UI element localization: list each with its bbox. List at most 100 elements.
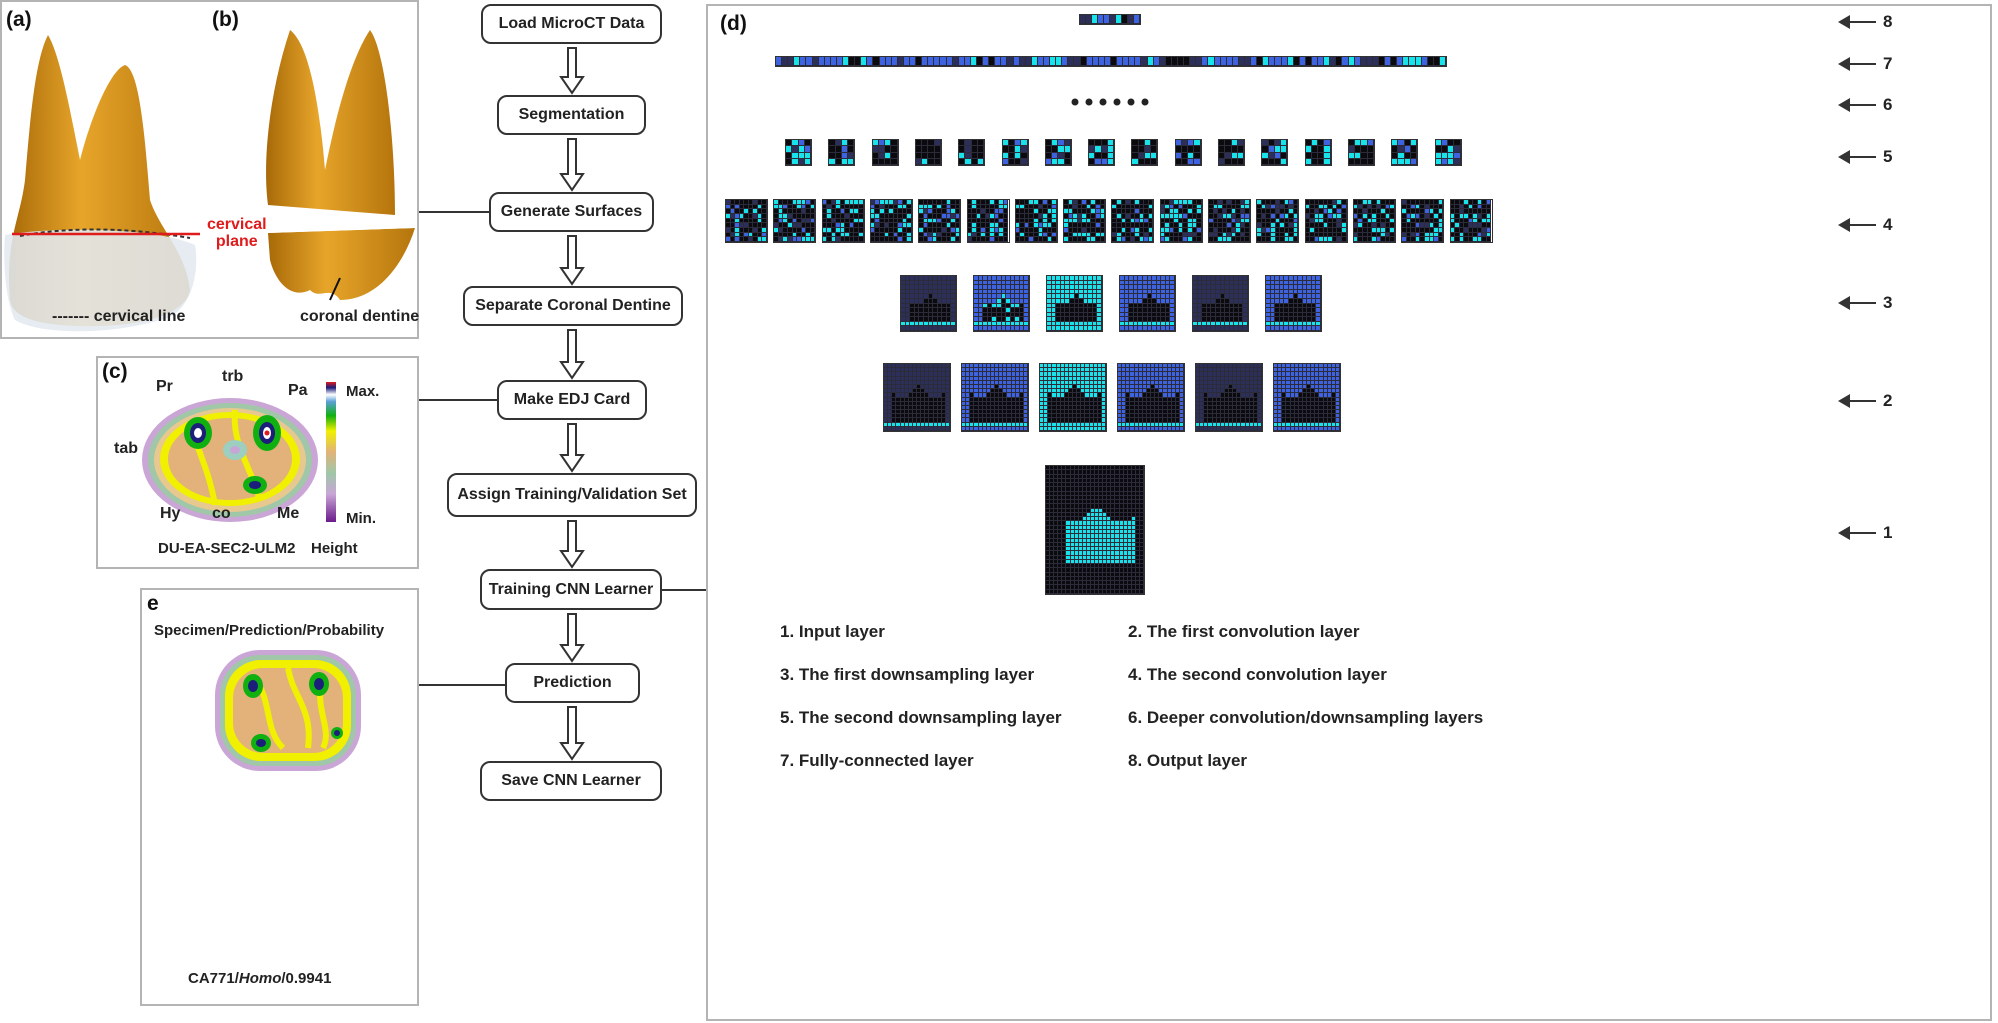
legend-item: 7. Fully-connected layer xyxy=(780,751,974,770)
flow-step-7: Training CNN Learner xyxy=(480,569,662,610)
conv2-map xyxy=(774,200,816,242)
panel-c xyxy=(96,356,419,569)
downsampling2-map xyxy=(1175,140,1201,165)
downsampling1-map xyxy=(1193,276,1248,331)
colorbar-min: Min. xyxy=(346,510,376,527)
legend-item: 2. The first convolution layer xyxy=(1128,622,1360,641)
conv2-map xyxy=(1209,200,1250,242)
panel-e xyxy=(140,588,419,1006)
layer-number: 8 xyxy=(1883,12,1893,31)
panel-d-label: (d) xyxy=(720,12,747,35)
output-layer-vector xyxy=(1080,15,1140,24)
flow-step-4: Separate Coronal Dentine xyxy=(463,286,683,326)
conv2-map xyxy=(1160,200,1202,242)
flow-step-2: Segmentation xyxy=(497,95,646,135)
conv1-map xyxy=(1274,364,1340,431)
layer-arrow-icon xyxy=(1838,98,1876,112)
conv1-map xyxy=(962,364,1028,431)
flow-step-9: Save CNN Learner xyxy=(480,761,662,801)
downsampling2-map xyxy=(1132,140,1158,165)
panel-a-label: (a) xyxy=(6,8,32,31)
downsampling2-map xyxy=(915,140,941,165)
layer-arrow-icon xyxy=(1838,526,1876,540)
downsampling2-map xyxy=(1305,140,1331,165)
downsampling2-map xyxy=(1089,140,1115,165)
tooth-illustrations xyxy=(4,30,415,332)
legend-item: 5. The second downsampling layer xyxy=(780,708,1062,727)
flow-step-3: Generate Surfaces xyxy=(489,192,654,232)
legend-item: 1. Input layer xyxy=(780,622,885,641)
flow-arrow xyxy=(559,520,585,569)
result-probability: /0.9941 xyxy=(281,970,332,987)
conv2-map xyxy=(822,200,864,242)
downsampling1-map xyxy=(1266,276,1321,331)
coronal-dentine-label: coronal dentine xyxy=(300,308,420,325)
layer-arrow-icon xyxy=(1838,57,1876,71)
legend-item: 8. Output layer xyxy=(1128,751,1248,770)
layer-arrow-icon xyxy=(1838,15,1876,29)
conv2-map xyxy=(1112,200,1154,242)
conv1-map xyxy=(1118,364,1184,431)
height-colorbar xyxy=(326,382,336,522)
layer-number: 5 xyxy=(1883,147,1893,166)
legend-item: 3. The first downsampling layer xyxy=(780,665,1035,684)
flow-arrow xyxy=(559,235,585,286)
layer-arrow-icon xyxy=(1838,150,1876,164)
layer-arrow-icon xyxy=(1838,394,1876,408)
layer-arrow-icon xyxy=(1838,218,1876,232)
flow-step-8: Prediction xyxy=(505,663,640,703)
layer-number: 6 xyxy=(1883,95,1893,114)
flow-arrow xyxy=(559,138,585,192)
layer-number: 7 xyxy=(1883,54,1893,73)
flow-arrow xyxy=(559,706,585,761)
flow-arrow xyxy=(559,47,585,95)
landmark-me: Me xyxy=(277,505,300,522)
cervical-plane-label: cervical plane xyxy=(207,216,267,250)
tooth-a xyxy=(4,35,200,332)
layer-number: 3 xyxy=(1883,293,1893,312)
downsampling2-map xyxy=(1219,140,1244,165)
downsampling1-map xyxy=(974,276,1029,331)
downsampling2-map xyxy=(872,140,898,165)
edj-map-e xyxy=(215,650,361,771)
downsampling1-map xyxy=(901,276,956,331)
flow-step-5: Make EDJ Card xyxy=(497,380,647,420)
downsampling2-map xyxy=(1262,140,1288,165)
conv2-map xyxy=(1257,200,1299,242)
downsampling1-map xyxy=(1047,276,1102,331)
downsampling2-map xyxy=(1435,140,1461,165)
downsampling2-map xyxy=(1045,140,1071,165)
downsampling2-map xyxy=(959,140,985,165)
panel-c-label: (c) xyxy=(102,360,128,383)
edj-map-c xyxy=(142,398,318,522)
panel-ab xyxy=(0,0,419,339)
conv2-map xyxy=(1353,200,1395,242)
landmark-pa: Pa xyxy=(288,382,308,399)
downsampling2-map xyxy=(1348,140,1374,165)
downsampling2-map xyxy=(786,140,811,165)
colorbar-title: Height xyxy=(311,540,358,557)
legend-item: 4. The second convolution layer xyxy=(1128,665,1387,684)
landmark-hy: Hy xyxy=(160,505,181,522)
conv2-map xyxy=(726,200,767,242)
input-layer-map xyxy=(1046,466,1144,594)
prediction-result: CA771/Homo/0.9941 xyxy=(188,970,331,987)
fully-connected-layer-vector xyxy=(776,57,1446,66)
conv1-map xyxy=(1196,364,1262,431)
panel-d xyxy=(706,4,1992,1021)
conv2-map xyxy=(967,200,1009,242)
conv1-map xyxy=(1040,364,1106,431)
layer-number: 4 xyxy=(1883,215,1893,234)
layer-arrow-icon xyxy=(1838,296,1876,310)
conv2-map xyxy=(1305,200,1347,242)
colorbar-max: Max. xyxy=(346,383,380,400)
downsampling2-map xyxy=(1002,140,1028,165)
conv2-map xyxy=(1450,200,1492,242)
downsampling1-map xyxy=(1120,276,1175,331)
flow-arrow xyxy=(559,329,585,380)
conv2-map xyxy=(1064,200,1106,242)
flow-step-1: Load MicroCT Data xyxy=(481,4,662,44)
downsampling2-map xyxy=(1392,140,1418,165)
conv2-map xyxy=(919,200,961,242)
